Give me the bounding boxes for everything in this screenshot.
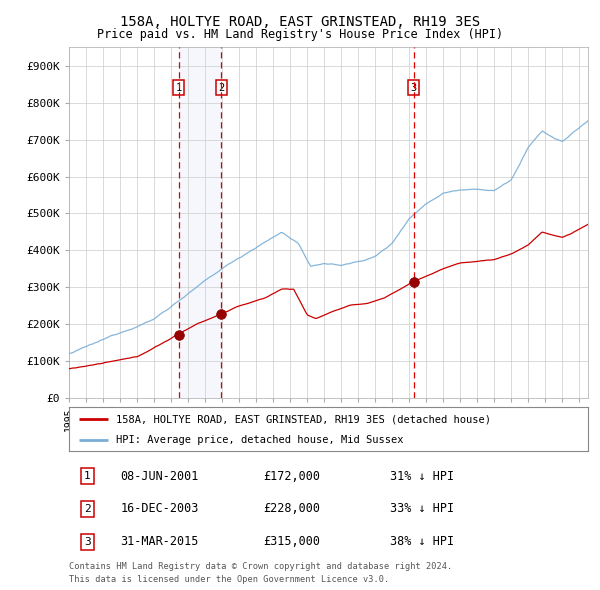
Text: 31-MAR-2015: 31-MAR-2015 xyxy=(121,535,199,548)
Text: 31% ↓ HPI: 31% ↓ HPI xyxy=(390,470,454,483)
Text: 2: 2 xyxy=(218,83,224,93)
Text: 1: 1 xyxy=(175,83,182,93)
Text: HPI: Average price, detached house, Mid Sussex: HPI: Average price, detached house, Mid … xyxy=(116,435,403,445)
Text: 33% ↓ HPI: 33% ↓ HPI xyxy=(390,503,454,516)
Bar xyxy=(179,47,221,398)
Text: 16-DEC-2003: 16-DEC-2003 xyxy=(121,503,199,516)
Text: 08-JUN-2001: 08-JUN-2001 xyxy=(121,470,199,483)
Text: 158A, HOLTYE ROAD, EAST GRINSTEAD, RH19 3ES: 158A, HOLTYE ROAD, EAST GRINSTEAD, RH19 … xyxy=(120,15,480,29)
Text: 3: 3 xyxy=(84,537,91,547)
Text: £228,000: £228,000 xyxy=(263,503,320,516)
Text: £315,000: £315,000 xyxy=(263,535,320,548)
Text: Contains HM Land Registry data © Crown copyright and database right 2024.: Contains HM Land Registry data © Crown c… xyxy=(69,562,452,571)
Text: This data is licensed under the Open Government Licence v3.0.: This data is licensed under the Open Gov… xyxy=(69,575,389,584)
Text: Price paid vs. HM Land Registry's House Price Index (HPI): Price paid vs. HM Land Registry's House … xyxy=(97,28,503,41)
Text: 1: 1 xyxy=(84,471,91,481)
Text: £172,000: £172,000 xyxy=(263,470,320,483)
Text: 38% ↓ HPI: 38% ↓ HPI xyxy=(390,535,454,548)
Text: 2: 2 xyxy=(84,504,91,514)
Text: 158A, HOLTYE ROAD, EAST GRINSTEAD, RH19 3ES (detached house): 158A, HOLTYE ROAD, EAST GRINSTEAD, RH19 … xyxy=(116,414,491,424)
Text: 3: 3 xyxy=(410,83,417,93)
